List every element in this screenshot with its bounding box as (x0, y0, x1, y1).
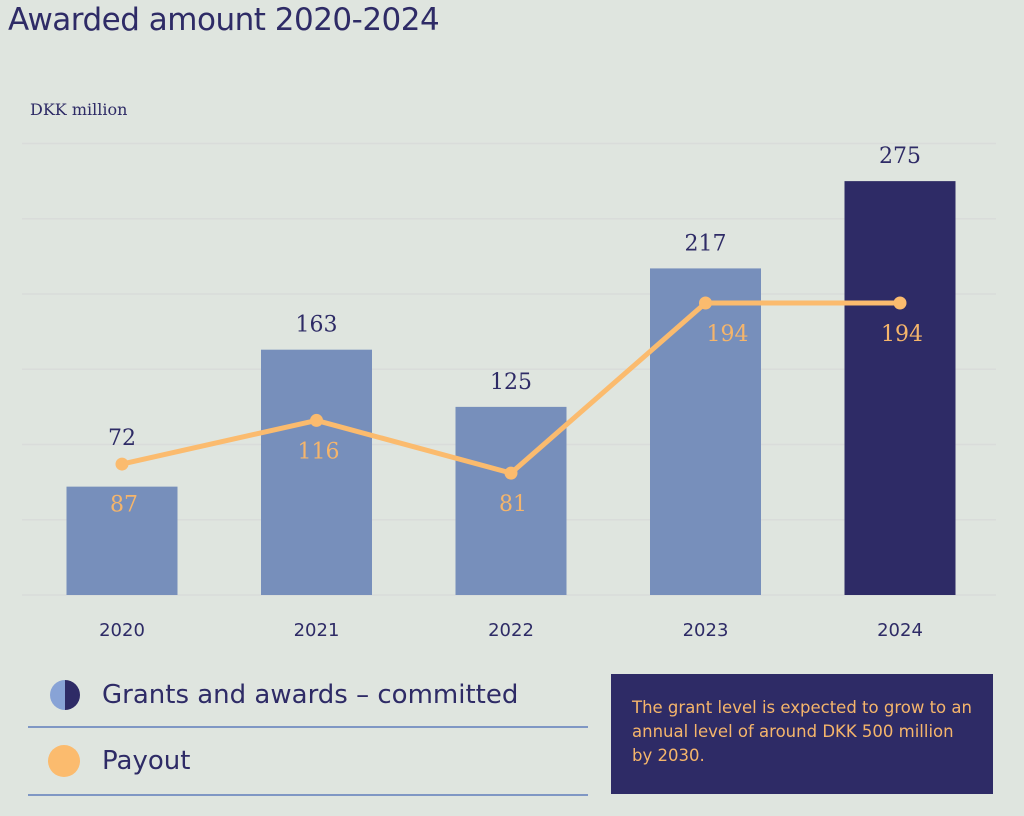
legend-label: Payout (102, 746, 191, 776)
bar-value-label: 163 (296, 313, 338, 338)
bar-value-label: 275 (879, 144, 921, 169)
bar-value-label: 72 (108, 426, 136, 451)
payout-value-label: 87 (110, 493, 138, 518)
x-tick-label: 2020 (99, 620, 145, 641)
bar-value-label: 125 (490, 370, 532, 395)
payout-point-2021 (310, 413, 323, 427)
legend-item-grants: Grants and awards – committed (28, 664, 588, 728)
payout-point-2024 (893, 296, 907, 310)
note-box: The grant level is expected to grow to a… (611, 674, 993, 794)
legend-item-payout: Payout (28, 728, 588, 796)
x-tick-label: 2024 (877, 620, 923, 641)
bar-value-label: 217 (685, 231, 727, 256)
chart-title: Awarded amount 2020-2024 (8, 2, 440, 38)
bars (66, 181, 956, 595)
y-axis-unit-label: DKK million (30, 100, 128, 119)
bar-2023 (650, 268, 761, 595)
bar-2020 (66, 486, 178, 595)
payout-value-label: 194 (707, 322, 749, 347)
payout-point-2022 (504, 466, 518, 480)
legend-label: Grants and awards – committed (102, 680, 519, 710)
payout-line-series (115, 296, 907, 480)
payout-point-2020 (115, 457, 129, 471)
x-axis-ticks: 2020 2021 2022 2023 2024 (99, 620, 923, 641)
payout-point-2023 (699, 296, 712, 310)
payout-value-label: 116 (298, 439, 340, 464)
x-tick-label: 2023 (683, 620, 729, 641)
bar-2024 (844, 181, 956, 595)
data-labels: 72 163 125 217 275 87 116 81 194 194 (108, 144, 923, 518)
payout-value-label: 194 (881, 322, 923, 347)
chart: 72 163 125 217 275 87 116 81 194 194 2020 2021 2022… (66, 144, 956, 641)
half-circle-swatch-icon (50, 680, 80, 710)
x-tick-label: 2022 (488, 620, 534, 641)
bar-2021 (261, 349, 372, 595)
circle-swatch-icon (48, 745, 80, 777)
legend: Grants and awards – committed Payout (28, 664, 588, 796)
payout-value-label: 81 (499, 492, 527, 517)
x-tick-label: 2021 (294, 620, 340, 641)
